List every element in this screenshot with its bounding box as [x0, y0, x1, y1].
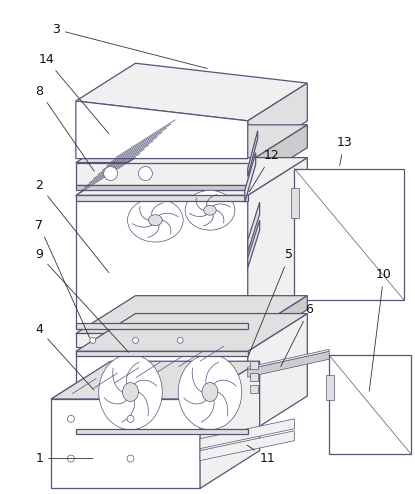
Text: 13: 13 [336, 136, 352, 166]
Polygon shape [248, 158, 308, 329]
Polygon shape [326, 375, 334, 400]
Polygon shape [76, 158, 308, 195]
Polygon shape [76, 195, 248, 329]
Circle shape [68, 455, 74, 462]
Text: 10: 10 [369, 268, 392, 391]
Ellipse shape [178, 354, 242, 430]
Text: 6: 6 [281, 303, 313, 367]
Polygon shape [248, 351, 329, 377]
Text: 4: 4 [35, 323, 94, 390]
Text: 14: 14 [38, 53, 109, 133]
Polygon shape [329, 355, 410, 453]
Polygon shape [200, 431, 294, 460]
Polygon shape [76, 333, 248, 347]
Circle shape [132, 337, 139, 343]
Polygon shape [248, 349, 329, 369]
Ellipse shape [104, 166, 117, 180]
Ellipse shape [185, 190, 235, 230]
Text: 5: 5 [249, 248, 293, 355]
Polygon shape [250, 373, 258, 381]
Polygon shape [250, 361, 258, 369]
Text: 2: 2 [35, 179, 109, 273]
Ellipse shape [99, 354, 162, 430]
Polygon shape [76, 101, 248, 159]
Ellipse shape [202, 382, 218, 402]
Polygon shape [245, 153, 256, 203]
Ellipse shape [139, 166, 152, 180]
Polygon shape [200, 419, 294, 449]
Polygon shape [248, 125, 308, 185]
Polygon shape [248, 203, 260, 252]
Polygon shape [294, 168, 404, 300]
Text: 8: 8 [35, 84, 94, 171]
Polygon shape [76, 185, 248, 190]
Text: 7: 7 [35, 219, 90, 338]
Polygon shape [291, 188, 299, 218]
Text: 1: 1 [35, 452, 93, 465]
Polygon shape [76, 314, 308, 351]
Circle shape [127, 455, 134, 462]
Polygon shape [76, 351, 248, 356]
Circle shape [68, 415, 74, 422]
Text: 3: 3 [52, 23, 208, 69]
Polygon shape [76, 195, 248, 202]
Polygon shape [76, 163, 248, 185]
Polygon shape [76, 351, 248, 434]
Polygon shape [76, 324, 248, 329]
Polygon shape [248, 83, 308, 159]
Polygon shape [76, 296, 308, 333]
Polygon shape [76, 63, 308, 121]
Polygon shape [250, 385, 258, 393]
Ellipse shape [127, 198, 183, 242]
Polygon shape [76, 125, 308, 163]
Text: 9: 9 [35, 248, 129, 352]
Polygon shape [248, 314, 308, 434]
Polygon shape [248, 131, 258, 176]
Circle shape [177, 337, 183, 343]
Polygon shape [51, 361, 260, 399]
Text: 11: 11 [247, 445, 276, 465]
Polygon shape [76, 429, 248, 434]
Ellipse shape [149, 215, 162, 226]
Ellipse shape [204, 206, 216, 215]
Text: 12: 12 [249, 149, 279, 192]
Circle shape [90, 337, 96, 343]
Polygon shape [51, 399, 200, 489]
Ellipse shape [122, 382, 139, 402]
Polygon shape [200, 361, 260, 489]
Polygon shape [248, 296, 308, 347]
Polygon shape [248, 220, 260, 268]
Circle shape [127, 415, 134, 422]
